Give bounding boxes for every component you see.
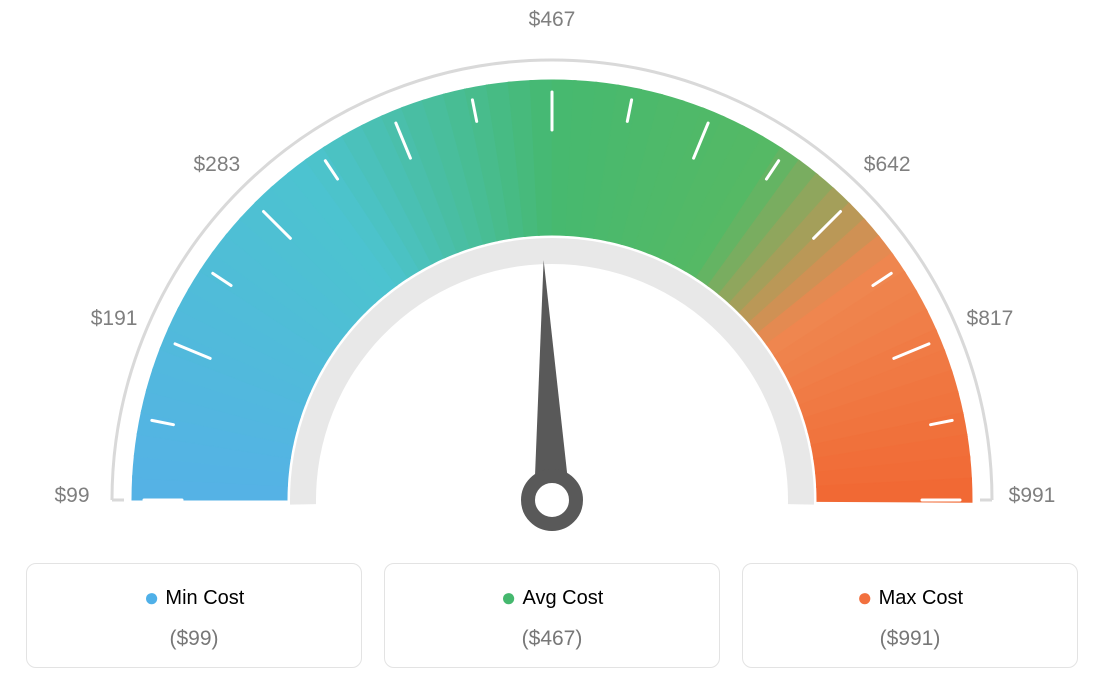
cost-gauge-container: $99$191$283$467$642$817$991 ●Min Cost ($… <box>0 0 1104 690</box>
legend-title-min: ●Min Cost <box>37 582 351 613</box>
legend-value-max: ($991) <box>753 627 1067 651</box>
dot-icon-avg: ● <box>501 582 517 612</box>
dot-icon-min: ● <box>144 582 160 612</box>
gauge-tick-label: $99 <box>54 484 89 508</box>
legend-label-max: Max Cost <box>879 587 963 609</box>
gauge-chart: $99 $191 $283 $467 $642 $817 $991 <box>0 0 1104 560</box>
legend-title-avg: ●Avg Cost <box>395 582 709 613</box>
gauge-tick-label: $191 <box>91 307 138 331</box>
legend-row: ●Min Cost ($99) ●Avg Cost ($467) ●Max Co… <box>26 563 1078 668</box>
gauge-svg <box>0 0 1104 560</box>
legend-label-avg: Avg Cost <box>522 587 603 609</box>
gauge-tick-label: $283 <box>193 153 240 177</box>
gauge-tick-label: $467 <box>529 8 576 32</box>
dot-icon-max: ● <box>857 582 873 612</box>
gauge-tick-label: $817 <box>967 307 1014 331</box>
gauge-tick-label: $642 <box>864 153 911 177</box>
legend-value-min: ($99) <box>37 627 351 651</box>
legend-card-min: ●Min Cost ($99) <box>26 563 362 668</box>
legend-card-avg: ●Avg Cost ($467) <box>384 563 720 668</box>
legend-value-avg: ($467) <box>395 627 709 651</box>
legend-title-max: ● Max Cost <box>753 582 1067 613</box>
legend-label-min: Min Cost <box>165 587 244 609</box>
legend-card-max: ● Max Cost ($991) <box>742 563 1078 668</box>
gauge-tick-label: $991 <box>1009 484 1056 508</box>
